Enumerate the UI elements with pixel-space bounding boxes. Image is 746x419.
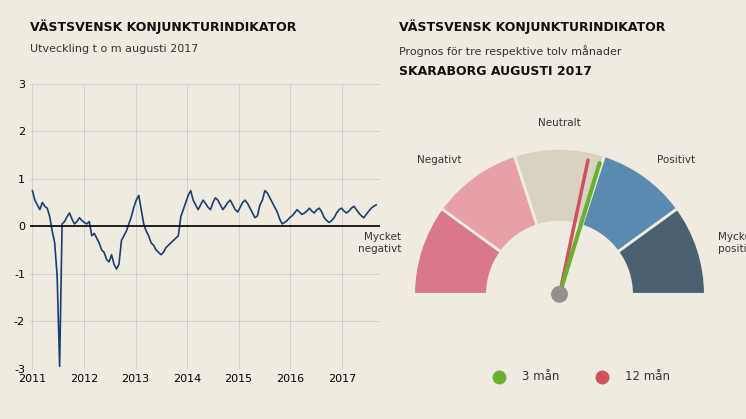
Wedge shape [515, 148, 604, 226]
Wedge shape [413, 209, 501, 294]
Wedge shape [618, 209, 706, 294]
Text: 3 mån: 3 mån [521, 370, 560, 383]
Text: Mycket
positivt: Mycket positivt [718, 232, 746, 254]
Wedge shape [442, 155, 537, 252]
Text: VÄSTSVENSK KONJUNKTURINDIKATOR: VÄSTSVENSK KONJUNKTURINDIKATOR [399, 19, 665, 34]
Text: Positivt: Positivt [657, 155, 695, 165]
Wedge shape [582, 155, 677, 252]
Text: 12 mån: 12 mån [624, 370, 670, 383]
Text: VÄSTSVENSK KONJUNKTURINDIKATOR: VÄSTSVENSK KONJUNKTURINDIKATOR [30, 19, 296, 34]
Circle shape [552, 287, 567, 302]
Text: Neutralt: Neutralt [538, 118, 581, 128]
Text: Negativt: Negativt [417, 155, 462, 165]
Text: Prognos för tre respektive tolv månader: Prognos för tre respektive tolv månader [399, 45, 621, 57]
Text: SKARABORG AUGUSTI 2017: SKARABORG AUGUSTI 2017 [399, 65, 592, 78]
Text: Utveckling t o m augusti 2017: Utveckling t o m augusti 2017 [30, 44, 198, 54]
Text: Mycket
negativt: Mycket negativt [358, 232, 401, 254]
